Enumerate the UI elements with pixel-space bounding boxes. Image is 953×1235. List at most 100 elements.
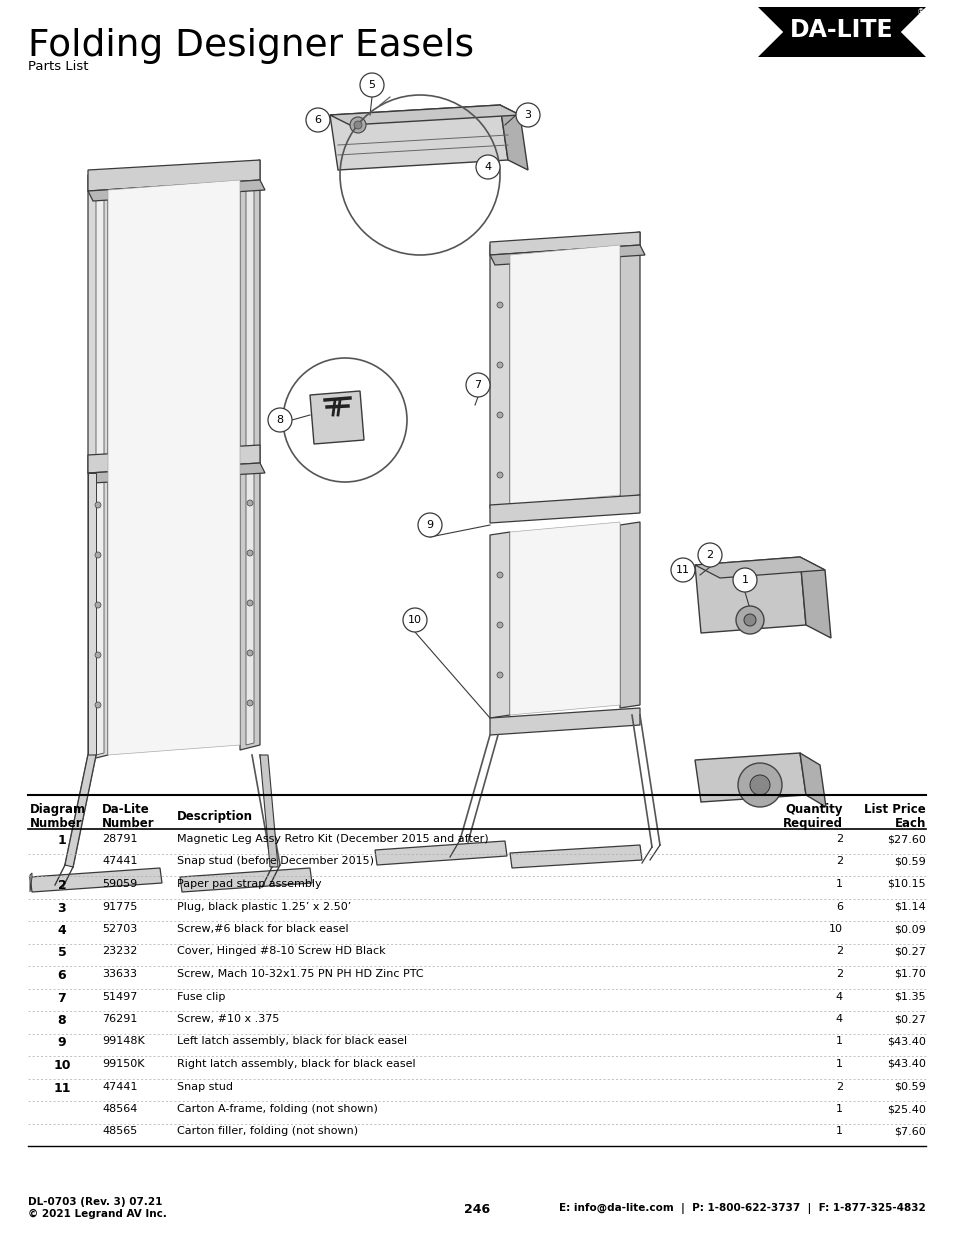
Text: 4: 4 (835, 992, 842, 1002)
Circle shape (95, 552, 101, 558)
Polygon shape (758, 7, 782, 57)
Circle shape (516, 103, 539, 127)
Text: 1: 1 (57, 834, 67, 847)
Text: Carton filler, folding (not shown): Carton filler, folding (not shown) (177, 1126, 357, 1136)
Circle shape (350, 117, 366, 133)
Text: 9: 9 (57, 1036, 67, 1050)
Polygon shape (490, 495, 639, 522)
Text: $1.14: $1.14 (893, 902, 925, 911)
Circle shape (743, 614, 755, 626)
Polygon shape (490, 708, 639, 735)
Circle shape (670, 558, 695, 582)
Polygon shape (88, 170, 108, 760)
Text: 1: 1 (740, 576, 748, 585)
Text: Left latch assembly, black for black easel: Left latch assembly, black for black eas… (177, 1036, 407, 1046)
Text: DL-0703 (Rev. 3) 07.21: DL-0703 (Rev. 3) 07.21 (28, 1197, 162, 1207)
Text: 1: 1 (835, 1058, 842, 1070)
Text: Snap stud (before December 2015): Snap stud (before December 2015) (177, 857, 374, 867)
Text: 2: 2 (835, 857, 842, 867)
Circle shape (497, 472, 502, 478)
FancyBboxPatch shape (758, 7, 925, 57)
Text: Each: Each (894, 818, 925, 830)
Polygon shape (490, 232, 639, 254)
Text: $25.40: $25.40 (886, 1104, 925, 1114)
Polygon shape (330, 105, 519, 125)
Circle shape (95, 701, 101, 708)
Text: 10: 10 (53, 1058, 71, 1072)
Text: 28791: 28791 (102, 834, 137, 844)
Polygon shape (310, 391, 364, 445)
Text: 2: 2 (835, 969, 842, 979)
Polygon shape (490, 245, 644, 266)
Text: 5: 5 (368, 80, 375, 90)
Text: 10: 10 (408, 615, 421, 625)
Polygon shape (88, 180, 265, 201)
Text: $0.27: $0.27 (893, 946, 925, 956)
Text: 33633: 33633 (102, 969, 137, 979)
Text: $1.35: $1.35 (893, 992, 925, 1002)
Polygon shape (490, 532, 510, 718)
Circle shape (247, 600, 253, 606)
Text: 9: 9 (426, 520, 433, 530)
Text: Carton A-frame, folding (not shown): Carton A-frame, folding (not shown) (177, 1104, 377, 1114)
Text: 2: 2 (835, 1082, 842, 1092)
Text: Right latch assembly, black for black easel: Right latch assembly, black for black ea… (177, 1058, 416, 1070)
Polygon shape (695, 557, 805, 634)
Text: ®: ® (916, 7, 924, 17)
Text: 2: 2 (835, 946, 842, 956)
Circle shape (497, 672, 502, 678)
Circle shape (354, 121, 361, 128)
Polygon shape (619, 522, 639, 708)
Text: © 2021 Legrand AV Inc.: © 2021 Legrand AV Inc. (28, 1209, 167, 1219)
Polygon shape (330, 105, 507, 170)
Text: Parts List: Parts List (28, 61, 89, 73)
Text: $0.27: $0.27 (893, 1014, 925, 1024)
Text: $1.70: $1.70 (893, 969, 925, 979)
Text: 246: 246 (463, 1203, 490, 1216)
Polygon shape (65, 755, 96, 867)
Polygon shape (88, 463, 265, 483)
Text: Magnetic Leg Assy Retro Kit (December 2015 and after): Magnetic Leg Assy Retro Kit (December 20… (177, 834, 488, 844)
Text: 51497: 51497 (102, 992, 137, 1002)
Text: $0.09: $0.09 (893, 924, 925, 934)
Text: Required: Required (782, 818, 842, 830)
Polygon shape (619, 232, 639, 498)
Circle shape (268, 408, 292, 432)
Circle shape (497, 622, 502, 629)
Text: 7: 7 (474, 380, 481, 390)
Circle shape (95, 601, 101, 608)
Text: 8: 8 (57, 1014, 67, 1028)
Polygon shape (246, 170, 253, 745)
Polygon shape (180, 868, 312, 892)
Text: 8: 8 (276, 415, 283, 425)
Circle shape (735, 606, 763, 634)
Text: 23232: 23232 (102, 946, 137, 956)
Circle shape (247, 650, 253, 656)
Text: 3: 3 (57, 902, 67, 914)
Text: Da-Lite: Da-Lite (102, 803, 150, 816)
Circle shape (732, 568, 757, 592)
Text: 2: 2 (57, 879, 67, 892)
Text: 6: 6 (314, 115, 321, 125)
Text: Number: Number (30, 818, 83, 830)
Circle shape (95, 652, 101, 658)
Circle shape (359, 73, 384, 98)
Text: Paper pad strap assembly: Paper pad strap assembly (177, 879, 321, 889)
Text: Snap stud: Snap stud (177, 1082, 233, 1092)
Text: Screw, #10 x .375: Screw, #10 x .375 (177, 1014, 279, 1024)
Polygon shape (88, 161, 260, 191)
Circle shape (476, 156, 499, 179)
Text: 4: 4 (57, 924, 67, 937)
Text: 4: 4 (484, 162, 491, 172)
Text: Cover, Hinged #8-10 Screw HD Black: Cover, Hinged #8-10 Screw HD Black (177, 946, 385, 956)
Polygon shape (30, 873, 32, 892)
Text: $43.40: $43.40 (886, 1036, 925, 1046)
Text: 6: 6 (57, 969, 67, 982)
Text: 11: 11 (676, 564, 689, 576)
Text: 52703: 52703 (102, 924, 137, 934)
Circle shape (465, 373, 490, 396)
Circle shape (306, 107, 330, 132)
Text: Folding Designer Easels: Folding Designer Easels (28, 28, 474, 64)
Text: $10.15: $10.15 (886, 879, 925, 889)
Circle shape (497, 303, 502, 308)
